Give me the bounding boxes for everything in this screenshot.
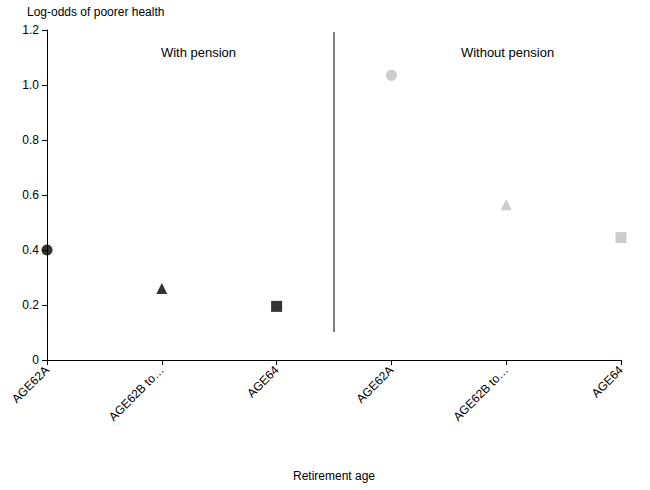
svg-text:0: 0: [32, 353, 39, 367]
svg-text:Retirement age: Retirement age: [293, 469, 375, 483]
svg-text:AGE62A: AGE62A: [9, 363, 52, 406]
svg-text:AGE64: AGE64: [244, 363, 281, 400]
svg-text:AGE64: AGE64: [589, 363, 626, 400]
svg-text:AGE62B to…: AGE62B to…: [106, 363, 167, 424]
svg-text:1.2: 1.2: [22, 23, 39, 37]
svg-text:Without pension: Without pension: [461, 45, 554, 60]
svg-text:AGE62B to…: AGE62B to…: [450, 363, 511, 424]
svg-text:1.0: 1.0: [22, 78, 39, 92]
svg-text:AGE62A: AGE62A: [353, 363, 396, 406]
svg-text:0.8: 0.8: [22, 133, 39, 147]
svg-text:0.2: 0.2: [22, 298, 39, 312]
svg-text:0.4: 0.4: [22, 243, 39, 257]
svg-text:0.6: 0.6: [22, 188, 39, 202]
svg-text:Log-odds of poorer health: Log-odds of poorer health: [27, 5, 164, 19]
svg-text:With pension: With pension: [161, 45, 236, 60]
